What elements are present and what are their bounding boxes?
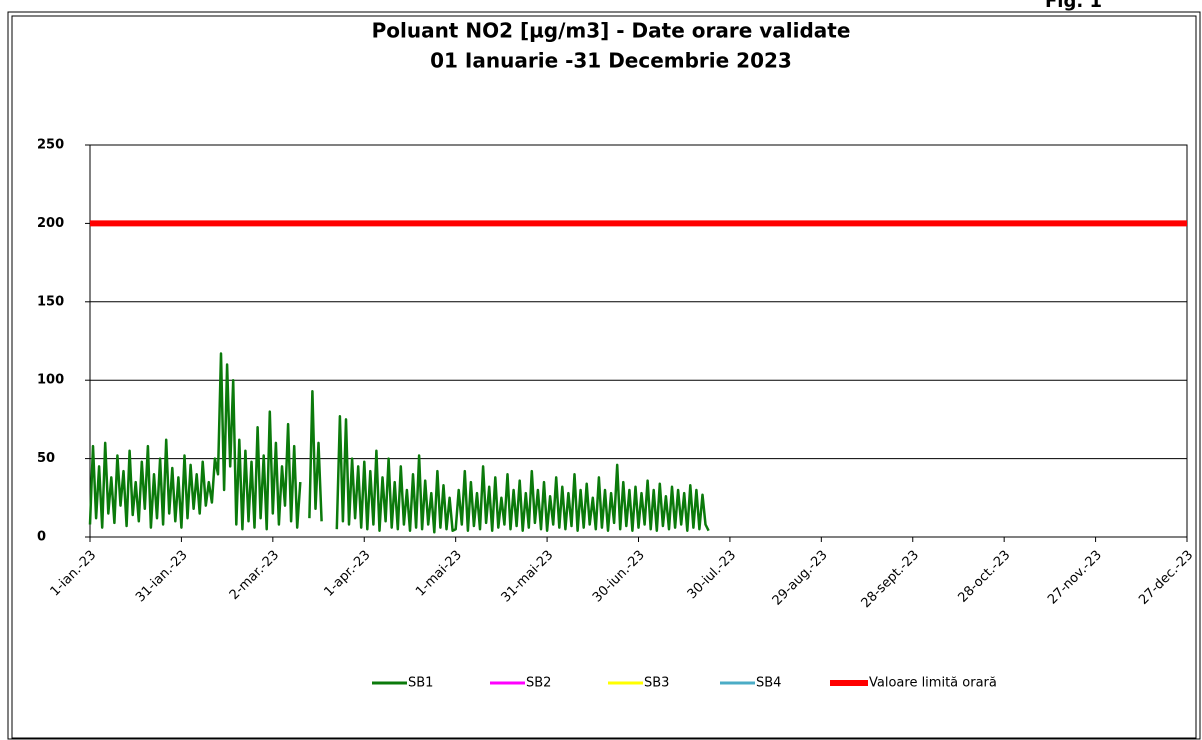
x-tick-label: 2-mar.-23 [227,548,282,603]
frame-inner [11,15,1197,739]
chart-title: Poluant NO2 [µg/m3] - Date orare validat… [372,19,851,43]
legend-label: SB2 [526,676,551,691]
legend-label: SB1 [408,676,433,691]
legend-label: SB3 [644,676,669,691]
series-line [88,352,710,534]
x-tick-label: 28-sept.-23 [859,548,922,611]
x-tick-label: 31-mai-23 [499,548,557,606]
x-tick-label: 31-ian.-23 [133,548,191,606]
x-tick-label: 1-ian.-23 [48,548,100,600]
y-tick-label: 0 [37,530,46,545]
y-tick-label: 100 [37,373,64,388]
x-tick-label: 30-iun.-23 [590,548,648,606]
x-tick-label: 27-nov.-23 [1045,548,1105,608]
y-tick-label: 50 [37,451,55,466]
x-tick-label: 28-oct.-23 [955,548,1013,606]
y-tick-label: 200 [37,216,64,231]
legend-label: SB4 [756,676,781,691]
x-tick-label: 30-iul.-23 [685,548,739,602]
x-tick-label: 1-apr.-23 [321,548,373,600]
plot-area [89,144,1188,538]
figure-label: Fig. 1 [1045,0,1102,12]
x-tick-label: 27-dec.-23 [1136,548,1196,608]
legend-label: Valoare limită orară [869,676,997,691]
y-tick-label: 150 [37,294,64,309]
chart-subtitle: 01 Ianuarie -31 Decembrie 2023 [430,49,792,73]
x-tick-label: 1-mai-23 [413,548,465,600]
y-tick-label: 250 [37,138,64,153]
x-tick-label: 29-aug.-23 [770,548,831,609]
frame-outer [7,11,1201,740]
